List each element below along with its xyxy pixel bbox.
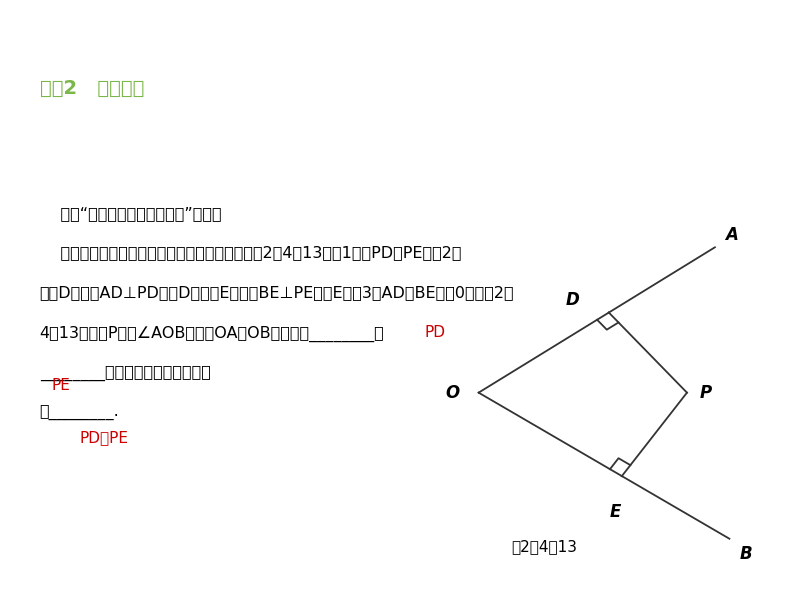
Text: PD＝PE: PD＝PE [79, 430, 129, 445]
Text: O: O [445, 384, 459, 402]
Text: ________的长，这两个距离的关系: ________的长，这两个距离的关系 [40, 365, 210, 381]
Text: 过点D作直线AD⊥PD于点D，过点E作直线BE⊥PE于点E，（3）AD交BE于点0，由图2－: 过点D作直线AD⊥PD于点D，过点E作直线BE⊥PE于点E，（3）AD交BE于点… [40, 285, 515, 300]
Text: 操作：在一张半透明纸上按下面要求作图，如图2－4－13，（1）作PD＝PE，（2）: 操作：在一张半透明纸上按下面要求作图，如图2－4－13，（1）作PD＝PE，（2… [40, 246, 461, 260]
Text: 图2－4－13: 图2－4－13 [511, 539, 577, 554]
Text: 是________.: 是________. [40, 405, 119, 421]
Text: 探究“到角两边距离相等的点”的性质: 探究“到角两边距离相等的点”的性质 [40, 206, 222, 221]
Text: PD: PD [425, 325, 445, 340]
Text: D: D [566, 291, 580, 309]
Text: 活动2   教材导学: 活动2 教材导学 [40, 79, 144, 98]
Text: PE: PE [52, 378, 71, 393]
Text: B: B [739, 545, 752, 563]
Text: P: P [700, 384, 712, 402]
Text: E: E [610, 503, 621, 521]
Text: A: A [725, 226, 738, 244]
Text: 4－13可知，P点到∠AOB的两边OA，OB的距离是________，: 4－13可知，P点到∠AOB的两边OA，OB的距离是________， [40, 325, 384, 342]
